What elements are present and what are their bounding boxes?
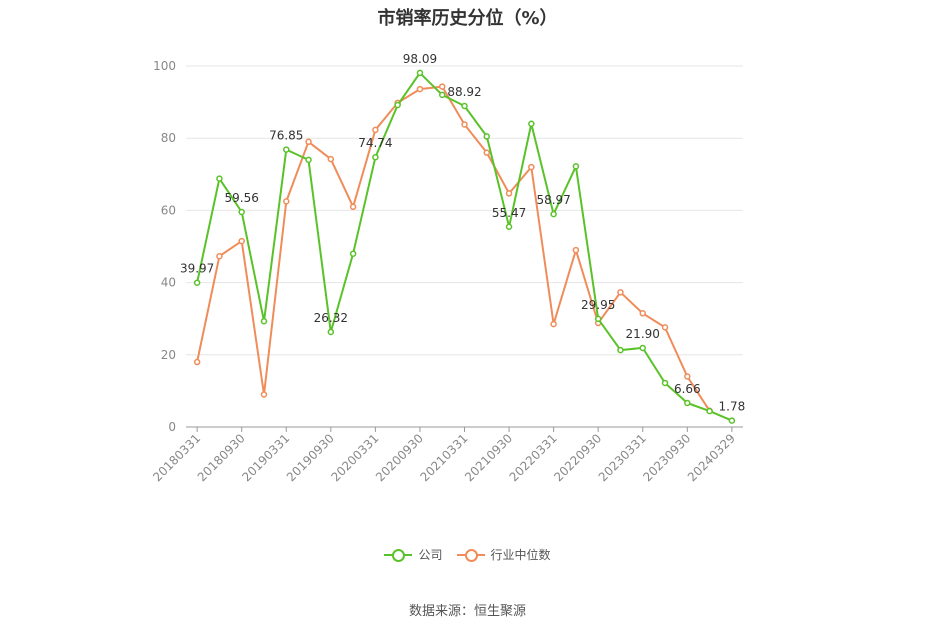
legend: 公司 行业中位数 xyxy=(0,546,935,563)
point-industry-median xyxy=(639,310,646,317)
point-industry-median xyxy=(528,163,535,171)
series-lines xyxy=(193,69,736,424)
legend-label-industry-median: 行业中位数 xyxy=(490,548,551,562)
legend-marker-industry-median xyxy=(456,548,485,562)
point-company xyxy=(394,101,401,109)
data-label: 74.74 xyxy=(358,136,392,150)
chart-title: 市销率历史分位（%） xyxy=(377,8,558,29)
point-company xyxy=(505,223,513,231)
data-label: 76.85 xyxy=(269,129,303,143)
point-company xyxy=(594,315,602,323)
y-tick-label: 0 xyxy=(168,420,176,434)
point-company xyxy=(216,175,223,182)
source-note: 数据来源：恒生聚源 xyxy=(408,604,526,619)
point-industry-median xyxy=(238,237,245,245)
point-industry-median xyxy=(572,246,580,254)
point-company xyxy=(461,102,468,110)
data-label: 21.90 xyxy=(626,327,660,341)
point-company xyxy=(260,317,268,325)
y-tick-label: 80 xyxy=(161,131,176,145)
point-industry-median xyxy=(372,126,379,134)
y-tick-label: 60 xyxy=(161,203,176,217)
data-label: 58.97 xyxy=(536,193,570,207)
point-industry-median xyxy=(283,198,290,205)
point-industry-median xyxy=(193,358,201,366)
data-label: 88.92 xyxy=(447,85,481,99)
point-industry-median xyxy=(416,85,424,93)
data-label: 55.47 xyxy=(492,206,526,220)
point-company xyxy=(193,279,201,286)
point-company xyxy=(706,407,713,415)
axes: 0204060801002018033120180930201903312019… xyxy=(150,59,743,484)
data-labels: 39.97 59.56 76.85 26.32 74.74 98.09 88.92 55.47… xyxy=(180,52,745,414)
point-company xyxy=(372,153,379,161)
point-company xyxy=(550,210,557,218)
point-company xyxy=(661,379,669,387)
grid-lines xyxy=(186,65,743,356)
point-company xyxy=(639,344,646,352)
point-industry-median xyxy=(327,155,335,163)
point-industry-median xyxy=(461,121,468,128)
point-company xyxy=(438,91,446,99)
point-company xyxy=(349,250,357,257)
y-tick-label: 40 xyxy=(161,276,176,290)
point-industry-median xyxy=(505,190,513,197)
point-industry-median xyxy=(661,324,669,331)
point-industry-median xyxy=(260,391,268,398)
legend-marker-company xyxy=(384,548,413,562)
data-label: 1.78 xyxy=(719,400,746,414)
data-label: 26.32 xyxy=(314,311,348,325)
point-company xyxy=(684,399,691,407)
data-label: 39.97 xyxy=(180,262,214,276)
data-label: 98.09 xyxy=(403,52,437,66)
point-company xyxy=(617,346,624,354)
legend-item-industry-median[interactable]: 行业中位数 xyxy=(456,546,551,563)
point-company xyxy=(283,146,290,153)
data-label: 29.95 xyxy=(581,298,615,312)
point-company xyxy=(528,120,535,128)
point-industry-median xyxy=(349,203,357,211)
legend-label-company: 公司 xyxy=(418,548,443,562)
data-label: 6.66 xyxy=(674,382,701,396)
y-tick-label: 100 xyxy=(153,59,176,73)
point-company xyxy=(483,133,491,140)
point-company xyxy=(238,208,245,216)
point-industry-median xyxy=(216,252,223,260)
point-company xyxy=(327,328,335,336)
point-industry-median xyxy=(617,289,624,296)
point-industry-median xyxy=(550,320,557,328)
point-industry-median xyxy=(483,149,491,156)
data-label: 59.56 xyxy=(225,191,259,205)
point-industry-median xyxy=(684,373,691,380)
y-tick-label: 20 xyxy=(161,348,176,362)
point-company xyxy=(416,69,424,77)
point-company xyxy=(572,163,580,170)
x-tick-label: 20240329 xyxy=(685,431,738,484)
point-industry-median xyxy=(305,138,312,146)
series-line-industry-median xyxy=(196,85,711,412)
point-company xyxy=(728,417,736,424)
point-company xyxy=(305,156,312,164)
point-industry-median xyxy=(438,83,446,90)
legend-item-company[interactable]: 公司 xyxy=(384,546,443,563)
